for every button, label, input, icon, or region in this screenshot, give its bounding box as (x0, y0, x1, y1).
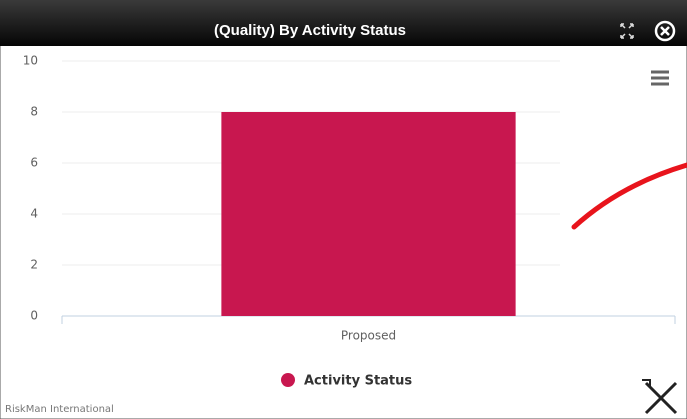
y-tick-label: 4 (30, 207, 38, 221)
close-button[interactable] (654, 20, 676, 42)
bar (221, 112, 516, 316)
y-tick-label: 0 (30, 309, 38, 323)
expand-button[interactable] (620, 23, 634, 39)
scribble (571, 162, 687, 230)
y-tick-label: 2 (30, 258, 38, 272)
title-bar (0, 0, 687, 46)
tools-icon[interactable] (642, 379, 678, 415)
y-tick-label: 10 (23, 54, 38, 68)
legend-marker (281, 373, 295, 387)
chart-title: (Quality) By Activity Status (214, 22, 406, 39)
y-tick-label: 8 (30, 105, 38, 119)
legend-label: Activity Status (304, 374, 412, 389)
credits: RiskMan International (5, 404, 114, 415)
menu-button[interactable] (651, 70, 669, 86)
x-tick-label: Proposed (341, 329, 396, 343)
y-tick-label: 6 (30, 156, 38, 170)
